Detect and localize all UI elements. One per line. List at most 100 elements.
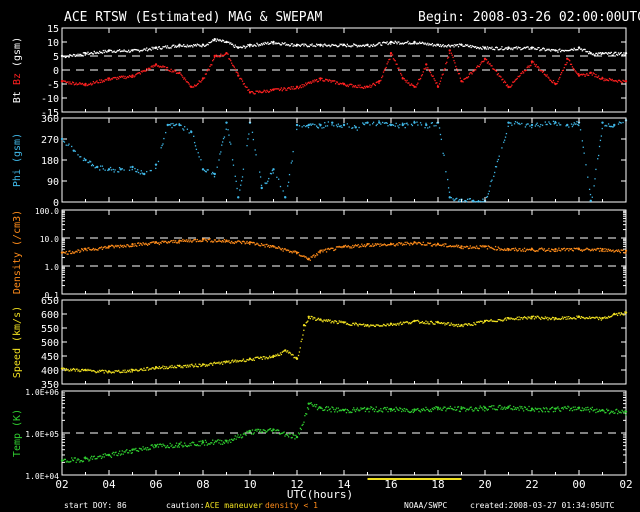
x-tick-label: 00 bbox=[572, 478, 585, 491]
data-sample bbox=[430, 74, 433, 76]
data-sample bbox=[139, 368, 142, 370]
data-sample bbox=[118, 49, 120, 52]
data-sample bbox=[584, 318, 586, 320]
data-sample bbox=[360, 407, 362, 409]
data-sample bbox=[150, 49, 152, 51]
x-tick-label: 02 bbox=[55, 478, 68, 491]
data-sample bbox=[187, 81, 189, 84]
data-sample bbox=[537, 124, 539, 127]
data-sample bbox=[221, 55, 223, 57]
data-sample bbox=[378, 409, 380, 411]
data-sample bbox=[90, 84, 93, 86]
data-sample bbox=[233, 66, 236, 68]
data-sample bbox=[297, 354, 300, 357]
data-sample bbox=[522, 72, 525, 74]
data-sample bbox=[121, 168, 123, 170]
data-sample bbox=[613, 251, 615, 253]
data-sample bbox=[62, 367, 65, 369]
data-sample bbox=[355, 86, 358, 88]
data-sample bbox=[213, 57, 216, 59]
data-sample bbox=[134, 369, 136, 372]
data-sample bbox=[432, 323, 434, 325]
data-sample bbox=[102, 49, 104, 52]
data-sample bbox=[324, 122, 326, 124]
data-point bbox=[577, 247, 581, 251]
data-sample bbox=[193, 86, 195, 88]
data-sample bbox=[282, 250, 284, 252]
data-sample bbox=[513, 318, 516, 321]
data-sample bbox=[217, 439, 219, 441]
data-sample bbox=[503, 406, 506, 408]
data-sample bbox=[234, 68, 236, 70]
data-sample bbox=[80, 83, 83, 85]
data-sample bbox=[194, 363, 197, 365]
data-sample bbox=[479, 46, 481, 49]
data-sample bbox=[429, 320, 432, 323]
data-sample bbox=[554, 410, 556, 412]
data-sample bbox=[246, 358, 248, 361]
data-sample bbox=[570, 123, 573, 125]
data-sample bbox=[208, 364, 210, 366]
data-sample bbox=[161, 66, 163, 68]
data-sample bbox=[254, 357, 256, 359]
data-sample bbox=[471, 408, 473, 411]
data-sample bbox=[163, 444, 165, 446]
data-sample bbox=[342, 82, 344, 84]
data-sample bbox=[607, 410, 609, 412]
data-sample bbox=[172, 122, 174, 125]
data-sample bbox=[344, 84, 347, 86]
data-sample bbox=[510, 48, 512, 51]
data-sample bbox=[593, 317, 595, 319]
data-sample bbox=[224, 241, 226, 243]
data-point bbox=[413, 121, 416, 124]
data-sample bbox=[245, 86, 247, 88]
data-sample bbox=[477, 65, 480, 68]
data-sample bbox=[292, 433, 294, 436]
data-sample bbox=[503, 318, 506, 320]
data-sample bbox=[522, 70, 524, 73]
data-sample bbox=[256, 42, 258, 44]
data-sample bbox=[615, 250, 617, 252]
data-sample bbox=[207, 68, 209, 70]
data-sample bbox=[220, 443, 222, 445]
data-sample bbox=[611, 126, 613, 128]
data-sample bbox=[231, 438, 233, 440]
data-sample bbox=[525, 69, 527, 71]
data-sample bbox=[540, 70, 542, 72]
data-sample bbox=[315, 319, 317, 321]
data-sample bbox=[104, 169, 106, 171]
data-sample bbox=[269, 356, 272, 359]
data-sample bbox=[268, 428, 271, 430]
data-sample bbox=[141, 71, 143, 73]
data-sample bbox=[619, 314, 621, 316]
data-sample bbox=[571, 125, 574, 128]
data-sample bbox=[89, 160, 91, 162]
data-sample bbox=[458, 72, 461, 75]
data-sample bbox=[251, 429, 254, 431]
data-sample bbox=[572, 250, 574, 252]
data-sample bbox=[342, 321, 344, 323]
data-sample bbox=[571, 318, 574, 320]
data-sample bbox=[463, 246, 465, 248]
data-sample bbox=[194, 145, 197, 147]
data-sample bbox=[516, 121, 518, 124]
data-sample bbox=[149, 68, 151, 70]
data-sample bbox=[286, 43, 288, 46]
data-sample bbox=[127, 452, 130, 454]
data-sample bbox=[322, 321, 324, 323]
data-sample bbox=[138, 447, 141, 450]
data-sample bbox=[211, 173, 213, 175]
data-sample bbox=[348, 246, 350, 248]
data-sample bbox=[386, 244, 388, 247]
data-sample bbox=[406, 241, 408, 243]
data-sample bbox=[165, 446, 168, 448]
data-sample bbox=[562, 69, 565, 71]
data-sample bbox=[128, 169, 131, 171]
data-sample bbox=[494, 46, 497, 49]
data-sample bbox=[619, 80, 621, 82]
data-sample bbox=[480, 245, 482, 247]
data-sample bbox=[331, 43, 333, 46]
data-sample bbox=[499, 48, 501, 50]
data-sample bbox=[246, 240, 248, 243]
data-point bbox=[272, 354, 275, 358]
